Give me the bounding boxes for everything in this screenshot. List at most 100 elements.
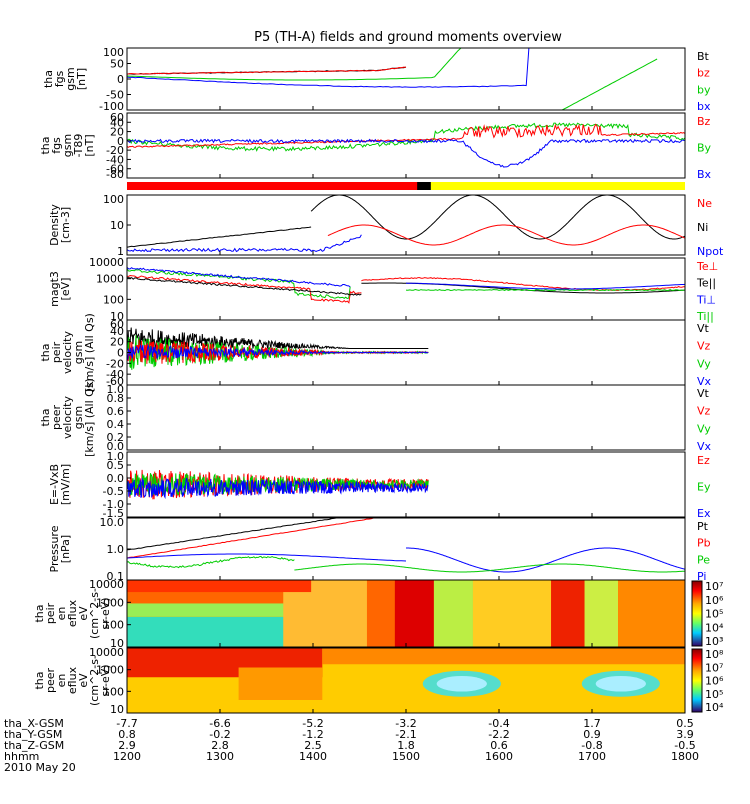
ytick-peir-velocity-2: 20 (110, 336, 124, 349)
ylabel-fgs-gsm-2: gsm (64, 67, 77, 90)
legend-e-field-1: Ey (697, 481, 711, 494)
colorbar-label-peir-eflux-3: 10⁴ (705, 621, 724, 634)
axis-row-label-2: tha_Z-GSM (4, 739, 64, 752)
ytick-peir-eflux-0: 10000 (89, 578, 124, 591)
ytick-fgs-gsm-3: -50 (106, 89, 124, 102)
ylabel-e-field-0: E=-VxB (48, 464, 61, 505)
series-Te-perp (127, 274, 362, 304)
legend-temperature-2: Ti⊥ (696, 293, 716, 306)
ytick-peer-eflux-2: 100 (103, 685, 124, 698)
ytick-fgs-gsm-0: 100 (103, 46, 124, 59)
series-Pb (127, 518, 406, 559)
spec-plume (238, 667, 323, 700)
legend-peir-velocity-1: Vz (697, 340, 711, 353)
ytick-peir-velocity-3: 0 (117, 347, 124, 360)
ylabel-fgs-gsm-3: [nT] (75, 68, 88, 90)
ytick-peer-velocity-0: 1.0 (107, 383, 125, 396)
spec-green-1 (433, 580, 473, 647)
ylabel-peer-velocity-4: [km/s] (All Qs) (83, 378, 96, 457)
spec-top-band (322, 648, 685, 665)
spec-highE (127, 580, 312, 593)
legend-temperature-1: Te|| (696, 277, 716, 290)
legend-fgs-gsm-2: by (697, 83, 711, 96)
ytick-peer-velocity-3: 0.4 (107, 418, 125, 431)
axis-value-2-4: 0.6 (490, 739, 508, 752)
panel-pressure-data (127, 518, 685, 573)
panels: 100500-50-100thafgsgsm[nT]Btbzbybx604020… (33, 46, 724, 716)
ylabel-peir-eflux-6: sr-eV) (99, 597, 112, 629)
series-Te-par (127, 277, 362, 296)
axis-value-2-5: -0.8 (581, 739, 602, 752)
ylabel-peir-velocity-3: gsm (72, 341, 85, 364)
ylabel-peir-eflux-3: eflux (66, 599, 79, 627)
ytick-fgs-gsm-dt-0: 60 (110, 111, 124, 124)
ylabel-peir-eflux-4: eV (77, 606, 90, 621)
ylabel-fgs-gsm-dt-2: gsm (61, 134, 74, 157)
colorbar-label-peer-eflux-0: 10⁸ (705, 648, 724, 661)
ytick-temperature-3: 10 (110, 310, 124, 323)
legend-peir-velocity-0: Vt (697, 322, 710, 335)
axis-value-1-1: -0.2 (209, 728, 230, 741)
ytick-peer-velocity-2: 0.6 (107, 405, 125, 418)
spec-cool-2-core (595, 675, 646, 692)
ytick-peer-velocity-5: 0.0 (107, 440, 125, 453)
ylabel-peer-velocity-3: gsm (72, 406, 85, 429)
colorbar-label-peir-eflux-0: 10⁷ (705, 580, 723, 593)
spec-yellow-1 (472, 580, 552, 647)
region-bar-black (417, 182, 434, 190)
ytick-e-field-1: 0.5 (107, 459, 125, 472)
panel-fgs-gsm-data (127, 48, 658, 110)
legend-density-1: Ni (697, 221, 708, 234)
ylabel-peir-eflux-0: tha (33, 604, 46, 622)
ytick-fgs-gsm-dt-3: 0 (117, 135, 124, 148)
legend-peir-velocity-2: Vy (697, 357, 711, 370)
ytick-density-0: 100 (103, 193, 124, 206)
panel-peer-eflux-data (127, 648, 685, 713)
axis-value-2-0: 2.9 (118, 739, 136, 752)
ylabel-fgs-gsm-0: tha (42, 70, 55, 88)
panel-density: 100 10 1 Density[cm-3] Ne Ni Npot (48, 193, 724, 258)
colorbar-label-peir-eflux-4: 10³ (705, 635, 723, 648)
legend-fgs-gsm-dt-0: Bz (697, 115, 711, 128)
ytick-peer-velocity-4: 0.2 (107, 431, 125, 444)
ylabel-peer-eflux-0: tha (33, 671, 46, 689)
axis-row-label-1: tha_Y-GSM (4, 728, 62, 741)
series-Vx (127, 343, 429, 360)
legend-fgs-gsm-3: bx (697, 100, 711, 113)
ylabel-fgs-gsm-dt-0: tha (39, 136, 52, 154)
panel-temperature: 10000 1000 100 10 magt3[eV] Te⊥ Te|| Ti⊥ Ti|| (48, 256, 718, 323)
legend-pressure-3: Pi (697, 570, 706, 583)
panel-fgs-gsm-dt-data (127, 122, 685, 168)
ytick-e-field-5: -1.5 (103, 507, 124, 520)
legend-density-0: Ne (697, 197, 712, 210)
ylabel-peir-velocity-1: peir (50, 341, 63, 363)
series-Ti-perp-2 (405, 282, 685, 290)
ylabel-fgs-gsm-dt-4: [nT] (83, 134, 96, 156)
axis-value-2-1: 2.8 (211, 739, 229, 752)
ytick-pressure-2: 0.1 (107, 570, 125, 583)
ytick-peir-velocity-4: -20 (106, 357, 124, 370)
ytick-e-field-4: -1.0 (103, 498, 124, 511)
series-Ey (127, 473, 429, 496)
axis-value-3-1: 1300 (206, 750, 234, 763)
series-bx (127, 48, 540, 88)
series-bz (127, 66, 407, 75)
legend-peer-velocity-2: Vy (697, 422, 711, 435)
ytick-fgs-gsm-dt-1: 40 (110, 116, 124, 129)
series-Pt (127, 518, 406, 551)
axis-value-0-3: -3.2 (395, 717, 416, 730)
ytick-e-field-0: 1.0 (107, 450, 125, 463)
time-axis-labels: tha_X-GSM -7.7 -6.6 -5.2 -3.2 -0.4 1.7 0.5 tha_Y… (4, 717, 699, 774)
series-Ni-2 (310, 195, 685, 240)
ylabel-peer-velocity-1: peer (50, 405, 63, 431)
legend-pressure-2: Pe (697, 553, 710, 566)
ylabel-peer-eflux-6: sr-eV) (99, 664, 112, 696)
axis-row-label-3: hhmm (4, 750, 39, 763)
ylabel-peir-eflux-1: peir (44, 602, 57, 624)
ytick-peir-velocity-6: -60 (106, 375, 124, 388)
region-bar-yellow (430, 182, 685, 190)
legend-fgs-gsm-0: Bt (697, 50, 710, 63)
